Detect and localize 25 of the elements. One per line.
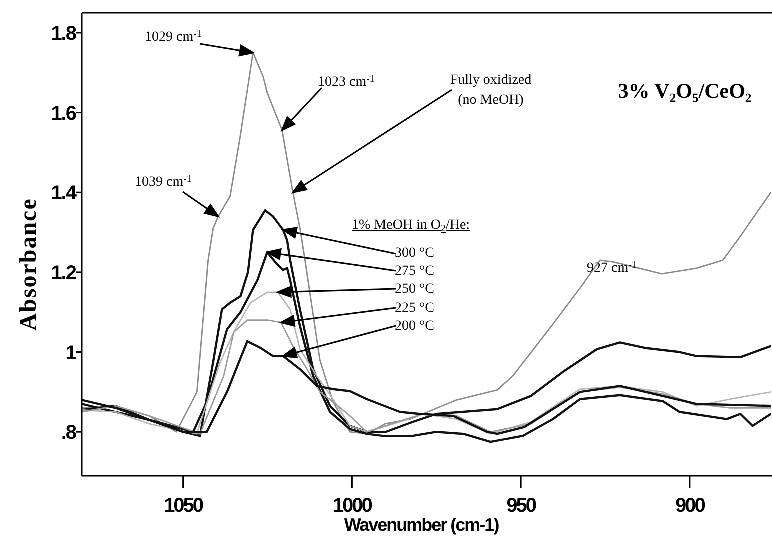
annotation: 1039 cm$^{-1}$ <box>135 174 192 190</box>
annotation: 250 °C <box>395 282 434 297</box>
annotation: 200 °C <box>395 319 434 334</box>
x-tick-label: 1050 <box>164 495 204 517</box>
annotation: Fully oxidized (no MeOH) <box>450 73 532 108</box>
y-axis-title: Absorbance <box>16 198 42 331</box>
y-tick-label: 1.6 <box>51 102 77 125</box>
x-tick-label: 950 <box>506 495 537 517</box>
annotation: 1% MeOH in O$_{2}$/He: <box>352 218 470 234</box>
x-tick-label: 900 <box>676 495 706 517</box>
annotation: 1029 cm$^{-1}$ <box>145 29 202 45</box>
y-tick-label: 1.2 <box>51 262 77 284</box>
annotation: 300 °C <box>395 246 434 261</box>
annotation: 927 cm$^{-1}$ <box>587 260 637 276</box>
text: 3% V₂O₅/CeO₂ <box>618 79 752 103</box>
x-tick-label: 1000 <box>332 495 373 517</box>
x-axis-title: Wavenumber (cm-1) <box>344 515 500 535</box>
y-tick-label: 1 <box>66 342 77 364</box>
line-series <box>82 52 771 435</box>
annotation: 275 °C <box>395 264 434 279</box>
y-tick-label: 1.4 <box>51 182 78 205</box>
annotation: 1023 cm$^{-1}$ <box>318 74 375 90</box>
annotation: 225 °C <box>395 301 434 316</box>
y-tick-label: .8 <box>61 422 77 444</box>
y-tick-label: 1.8 <box>51 22 77 45</box>
